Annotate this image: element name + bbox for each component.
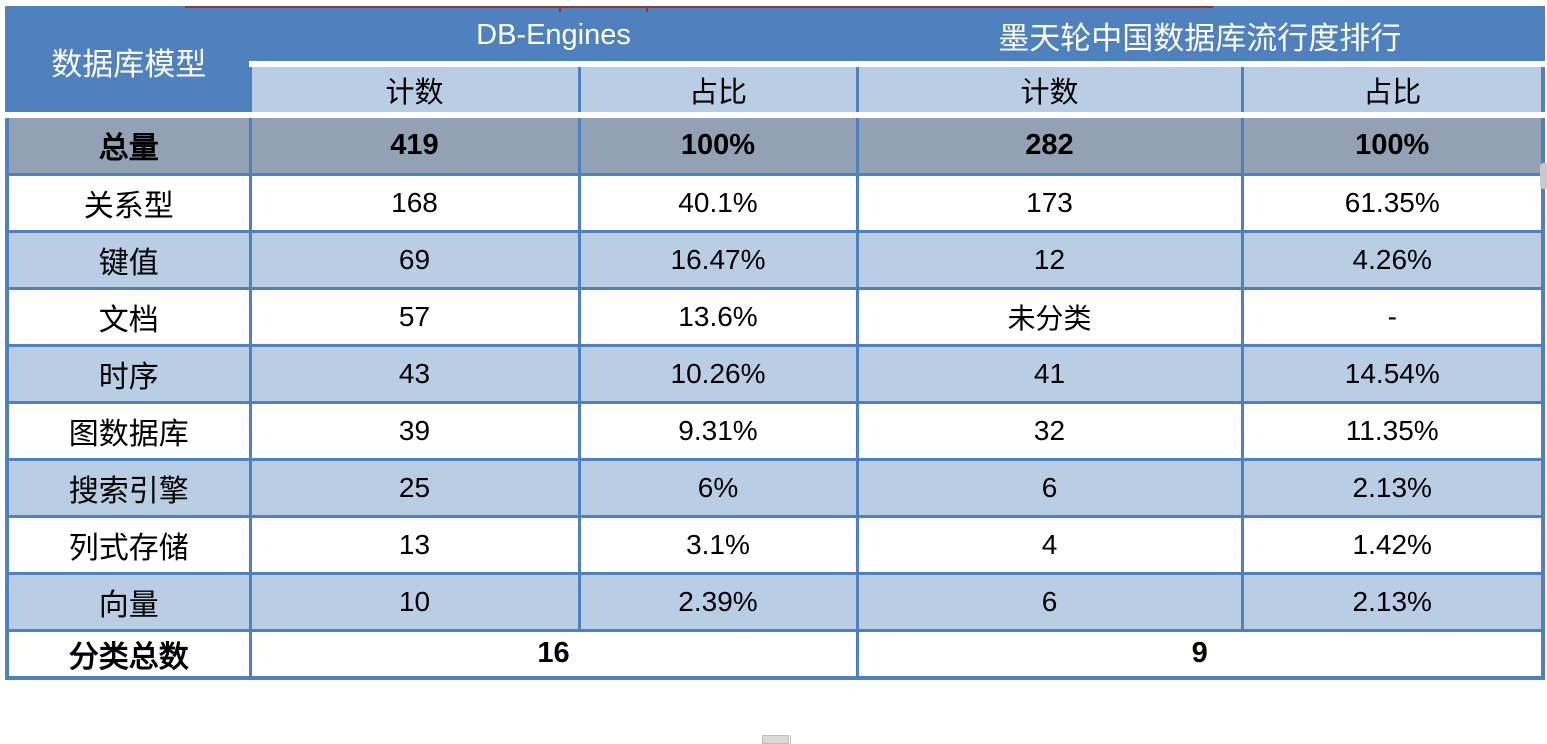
- group-header-modb: 墨天轮中国数据库流行度排行: [855, 6, 1545, 67]
- row-label: 列式存储: [5, 514, 252, 575]
- row-value: 13: [248, 514, 581, 575]
- table-row: 关系型 168 40.1% 173 61.35%: [5, 172, 1545, 233]
- row-value: 40.1%: [577, 172, 859, 233]
- table-row: 搜索引擎 25 6% 6 2.13%: [5, 457, 1545, 518]
- corner-header-cell: 数据库模型: [5, 6, 252, 118]
- cropped-red-tick-artifact: [646, 6, 648, 12]
- database-model-comparison-table: 数据库模型 DB-Engines 墨天轮中国数据库流行度排行 计数 占比 计数 …: [5, 6, 1545, 680]
- row-value: 未分类: [855, 286, 1244, 347]
- table-row: 时序 43 10.26% 41 14.54%: [5, 343, 1545, 404]
- row-value: 1.42%: [1240, 514, 1545, 575]
- cropped-red-underline-artifact: [185, 6, 1213, 8]
- footer-value-modb: 9: [855, 628, 1545, 679]
- row-label: 关系型: [5, 172, 252, 233]
- scrollbar-divider-line: [790, 735, 791, 744]
- row-label: 时序: [5, 343, 252, 404]
- vertical-scrollbar-thumb[interactable]: [1540, 163, 1547, 189]
- row-value: 4.26%: [1240, 229, 1545, 290]
- row-value: 2.39%: [577, 571, 859, 632]
- row-value: 13.6%: [577, 286, 859, 347]
- row-value: 57: [248, 286, 581, 347]
- row-value: 4: [855, 514, 1244, 575]
- table-row: 列式存储 13 3.1% 4 1.42%: [5, 514, 1545, 575]
- row-label: 键值: [5, 229, 252, 290]
- row-value: 10: [248, 571, 581, 632]
- row-label: 分类总数: [5, 628, 252, 679]
- sub-header-dbengines-share: 占比: [577, 62, 859, 118]
- row-value: 173: [855, 172, 1244, 233]
- table-row: 文档 57 13.6% 未分类 -: [5, 286, 1545, 347]
- row-value: 10.26%: [577, 343, 859, 404]
- row-value: 12: [855, 229, 1244, 290]
- row-value: 100%: [1240, 113, 1545, 176]
- row-label: 文档: [5, 286, 252, 347]
- row-value: 43: [248, 343, 581, 404]
- row-value: 3.1%: [577, 514, 859, 575]
- row-label: 搜索引擎: [5, 457, 252, 518]
- horizontal-scrollbar-thumb[interactable]: [762, 735, 789, 744]
- row-value: -: [1240, 286, 1545, 347]
- row-value: 25: [248, 457, 581, 518]
- row-label: 总量: [5, 113, 252, 176]
- footer-row: 分类总数 16 9: [5, 628, 1545, 679]
- table-row: 键值 69 16.47% 12 4.26%: [5, 229, 1545, 290]
- sub-header-modb-share: 占比: [1240, 62, 1545, 118]
- row-value: 9.31%: [577, 400, 859, 461]
- row-value: 6: [855, 571, 1244, 632]
- row-value: 61.35%: [1240, 172, 1545, 233]
- row-label: 向量: [5, 571, 252, 632]
- row-value: 168: [248, 172, 581, 233]
- sub-header-row: 计数 占比 计数 占比: [7, 62, 1545, 118]
- row-value: 282: [855, 113, 1244, 176]
- sub-header-dbengines-count: 计数: [248, 62, 581, 118]
- row-value: 11.35%: [1240, 400, 1545, 461]
- row-value: 14.54%: [1240, 343, 1545, 404]
- cropped-red-tick-artifact: [559, 6, 561, 12]
- row-value: 2.13%: [1240, 571, 1545, 632]
- table-row: 向量 10 2.39% 6 2.13%: [5, 571, 1545, 632]
- row-label: 图数据库: [5, 400, 252, 461]
- row-value: 100%: [577, 113, 859, 176]
- row-value: 41: [855, 343, 1244, 404]
- row-value: 6: [855, 457, 1244, 518]
- footer-value-db-engines: 16: [248, 628, 859, 679]
- total-row: 总量 419 100% 282 100%: [5, 113, 1545, 176]
- group-header-db-engines: DB-Engines: [248, 6, 859, 67]
- group-header-row: 数据库模型 DB-Engines 墨天轮中国数据库流行度排行: [5, 6, 1545, 118]
- row-value: 16.47%: [577, 229, 859, 290]
- table-body: 总量 419 100% 282 100% 关系型 168 40.1% 173 6…: [5, 113, 1545, 679]
- row-value: 6%: [577, 457, 859, 518]
- row-value: 2.13%: [1240, 457, 1545, 518]
- row-value: 419: [248, 113, 581, 176]
- row-value: 32: [855, 400, 1244, 461]
- row-value: 69: [248, 229, 581, 290]
- table-row: 图数据库 39 9.31% 32 11.35%: [5, 400, 1545, 461]
- row-value: 39: [248, 400, 581, 461]
- sub-header-modb-count: 计数: [855, 62, 1244, 118]
